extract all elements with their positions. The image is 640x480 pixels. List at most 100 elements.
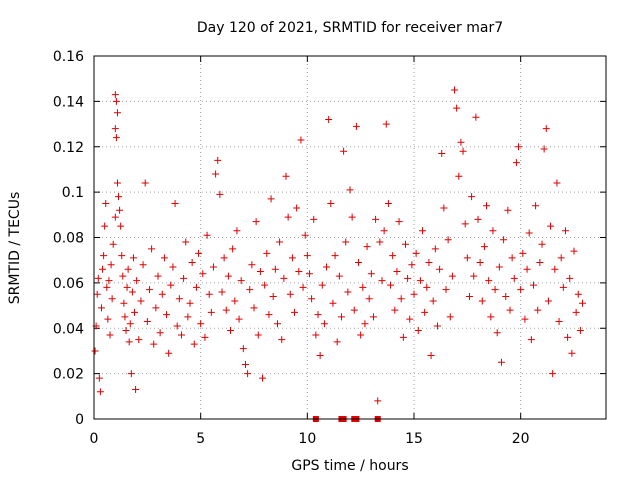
data-point [495,263,503,271]
data-point [288,254,296,262]
data-point [329,299,337,307]
data-point [517,286,525,294]
data-point [459,147,467,155]
data-point [512,159,520,167]
data-point [378,277,386,285]
data-point [116,206,124,214]
data-point [271,265,279,273]
data-point [519,249,527,257]
data-point [393,268,401,276]
data-point [521,315,529,323]
data-point [199,270,207,278]
x-tick-label: 15 [405,431,423,447]
x-tick-label: 20 [512,431,530,447]
data-point [148,245,156,253]
data-point [487,313,495,321]
data-point [542,125,550,133]
data-point [121,313,129,321]
data-point [574,290,582,298]
data-point [525,229,533,237]
data-point [502,292,510,300]
data-point [224,272,232,280]
data-point [145,286,153,294]
data-point [165,349,173,357]
data-point [212,170,220,178]
data-point [119,272,127,280]
data-point [261,281,269,289]
data-point [344,288,352,296]
data-point [534,306,542,314]
data-point [395,218,403,226]
data-point [205,290,213,298]
data-point [423,283,431,291]
data-point [227,327,235,335]
data-point [468,193,476,201]
data-point [310,215,318,223]
data-point [180,274,188,282]
data-point [125,338,133,346]
data-point [523,265,531,273]
y-tick-label: 0.04 [53,321,84,337]
data-point [239,345,247,353]
data-point [182,238,190,246]
data-point [122,327,130,335]
data-point [465,292,473,300]
data-point [118,252,126,260]
data-point [323,263,331,271]
data-point [192,283,200,291]
data-point [102,199,110,207]
data-point [173,322,181,330]
data-point [369,313,377,321]
data-point [527,336,535,344]
data-point [169,263,177,271]
data-point [401,240,409,248]
data-point [448,272,456,280]
data-point [143,317,151,325]
data-point [269,292,277,300]
data-point [478,297,486,305]
data-point [352,122,360,130]
data-point [485,277,493,285]
data-point [532,202,540,210]
data-point [335,272,343,280]
data-point [440,204,448,212]
data-point [133,277,141,285]
data-point [476,258,484,266]
data-point [184,313,192,321]
data-point [350,306,358,314]
data-point [555,317,563,325]
data-point [438,150,446,158]
data-point [295,268,303,276]
data-point [293,204,301,212]
data-point [104,315,112,323]
data-point [397,295,405,303]
data-point [220,254,228,262]
data-point [553,179,561,187]
data-point [111,213,119,221]
data-point [113,179,121,187]
data-point [427,351,435,359]
data-point [431,245,439,253]
data-point [301,231,309,239]
plot-frame [93,55,607,420]
x-axis-label: GPS time / hours [291,458,408,474]
data-point [391,306,399,314]
data-point [579,299,587,307]
data-point [551,265,559,273]
data-point [222,306,230,314]
data-point [150,340,158,348]
data-point [303,252,311,260]
data-point [367,270,375,278]
data-point [451,86,459,94]
data-point [316,351,324,359]
data-point [337,313,345,321]
data-point [305,270,313,278]
data-point [299,283,307,291]
data-points [91,86,587,422]
data-point [576,327,584,335]
data-point [493,329,501,337]
data-point [433,322,441,330]
data-point [107,261,115,269]
data-point [177,331,185,339]
data-point [286,290,294,298]
